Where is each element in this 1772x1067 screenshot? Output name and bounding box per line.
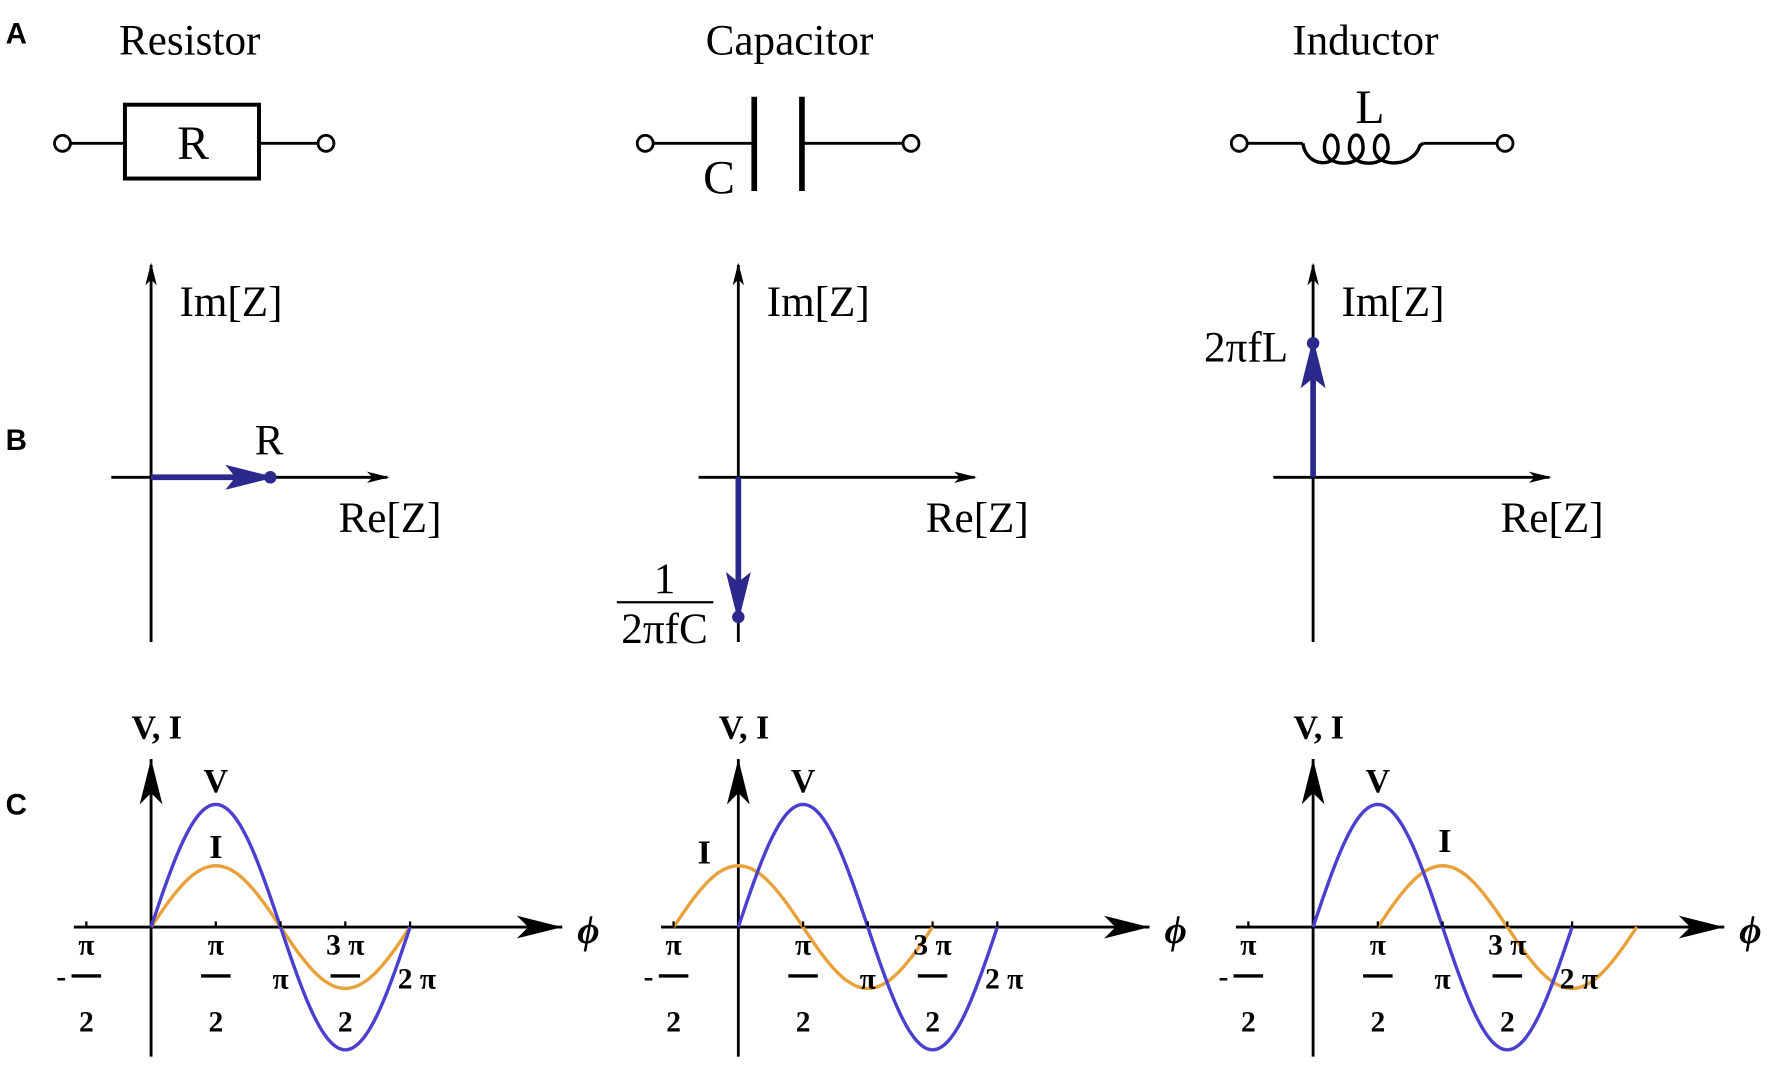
y-axis-label: V, I	[132, 710, 183, 747]
voltage-label: V	[791, 763, 816, 800]
phasor-tip-dot	[732, 610, 745, 624]
tick-label-numerator: 3 π	[1488, 929, 1526, 961]
tick-label-numerator: 3 π	[326, 929, 364, 961]
tick-label: 2 π	[1560, 963, 1598, 995]
panel-letter-b: B	[6, 424, 27, 457]
im-axis-label: Im[Z]	[767, 279, 870, 326]
tick-label-denominator: 2	[1500, 1007, 1515, 1039]
terminal	[1495, 133, 1515, 153]
impedance-plot-inductor: Im[Z] Re[Z]	[1273, 262, 1604, 642]
tick-label-denominator: 2	[666, 1007, 681, 1039]
im-axis-label: Im[Z]	[1341, 279, 1444, 326]
tick-label-denominator: 2	[1241, 1007, 1256, 1039]
impedance-plot-resistor: Im[Z] Re[Z]	[111, 262, 442, 642]
resistor-title: Resistor	[119, 18, 260, 65]
tick-label-denominator: 2	[796, 1007, 811, 1039]
terminal	[53, 133, 72, 153]
tick-label-numerator: π	[208, 929, 224, 961]
tick-label-denominator: 2	[79, 1007, 94, 1039]
im-axis-label: Im[Z]	[179, 279, 282, 326]
current-label: I	[209, 829, 222, 866]
panel-letter-a: A	[6, 17, 27, 50]
tick-label-numerator: π	[1240, 929, 1256, 961]
tick-label-numerator: π	[78, 929, 94, 961]
x-axis-label: ϕ	[1739, 910, 1761, 952]
tick-label-denominator: 2	[1370, 1007, 1385, 1039]
capacitor-title: Capacitor	[706, 18, 874, 65]
impedance-plot-capacitor: Im[Z] Re[Z]	[698, 262, 1029, 642]
capacitor-impedance-numerator: 1	[654, 556, 676, 603]
re-axis-label: Re[Z]	[338, 495, 441, 542]
tick-label: π	[272, 963, 288, 995]
tick-label-numerator: π	[1370, 929, 1386, 961]
inductor-label: L	[1355, 81, 1384, 134]
tick-label: π	[860, 963, 876, 995]
resistor-impedance-label: R	[255, 418, 284, 465]
inductor-title: Inductor	[1292, 18, 1438, 65]
capacitor-label: C	[703, 151, 735, 204]
tick-label-numerator: π	[795, 929, 811, 961]
voltage-label: V	[204, 763, 229, 800]
y-axis-label: V, I	[719, 710, 770, 747]
x-axis-label: ϕ	[577, 910, 599, 952]
tick-label: 2 π	[398, 963, 436, 995]
panel-letter-c: C	[6, 789, 27, 822]
inductor-impedance-label: 2πfL	[1204, 324, 1288, 371]
re-axis-label: Re[Z]	[926, 495, 1029, 542]
resistor-label: R	[177, 117, 209, 170]
phasor-tip-dot	[264, 471, 277, 484]
x-axis-label: ϕ	[1164, 910, 1186, 952]
tick-label-sign: -	[56, 961, 66, 993]
current-label: I	[698, 834, 711, 871]
tick-label: π	[1435, 963, 1451, 995]
impedance-plots: Im[Z] Re[Z] Im[Z] Re[Z] Im[Z] Re[Z]	[111, 262, 1604, 642]
tick-label-denominator: 2	[208, 1007, 223, 1039]
tick-label-sign: -	[644, 961, 654, 993]
tick-label-numerator: π	[666, 929, 682, 961]
inductor-symbol: Inductor L	[1229, 18, 1515, 165]
tick-label-numerator: 3 π	[913, 929, 951, 961]
capacitor-symbol: Capacitor C	[635, 18, 921, 204]
current-label: I	[1438, 823, 1451, 860]
terminal	[1229, 133, 1249, 153]
terminal	[316, 133, 336, 153]
resistor-body	[122, 102, 261, 181]
capacitor-impedance-denominator: 2πfC	[621, 606, 708, 653]
voltage-label: V	[1366, 763, 1391, 800]
terminal	[901, 133, 921, 153]
tick-label-denominator: 2	[925, 1007, 940, 1039]
y-axis-label: V, I	[1294, 710, 1345, 747]
terminal	[635, 133, 655, 153]
tick-label: 2 π	[985, 963, 1023, 995]
phasor-tip-dot	[1306, 336, 1320, 350]
resistor-symbol: Resistor R	[53, 18, 336, 181]
re-axis-label: Re[Z]	[1501, 495, 1604, 542]
inductor-coil	[1301, 133, 1425, 165]
tick-label-denominator: 2	[338, 1007, 353, 1039]
tick-label-sign: -	[1218, 961, 1228, 993]
